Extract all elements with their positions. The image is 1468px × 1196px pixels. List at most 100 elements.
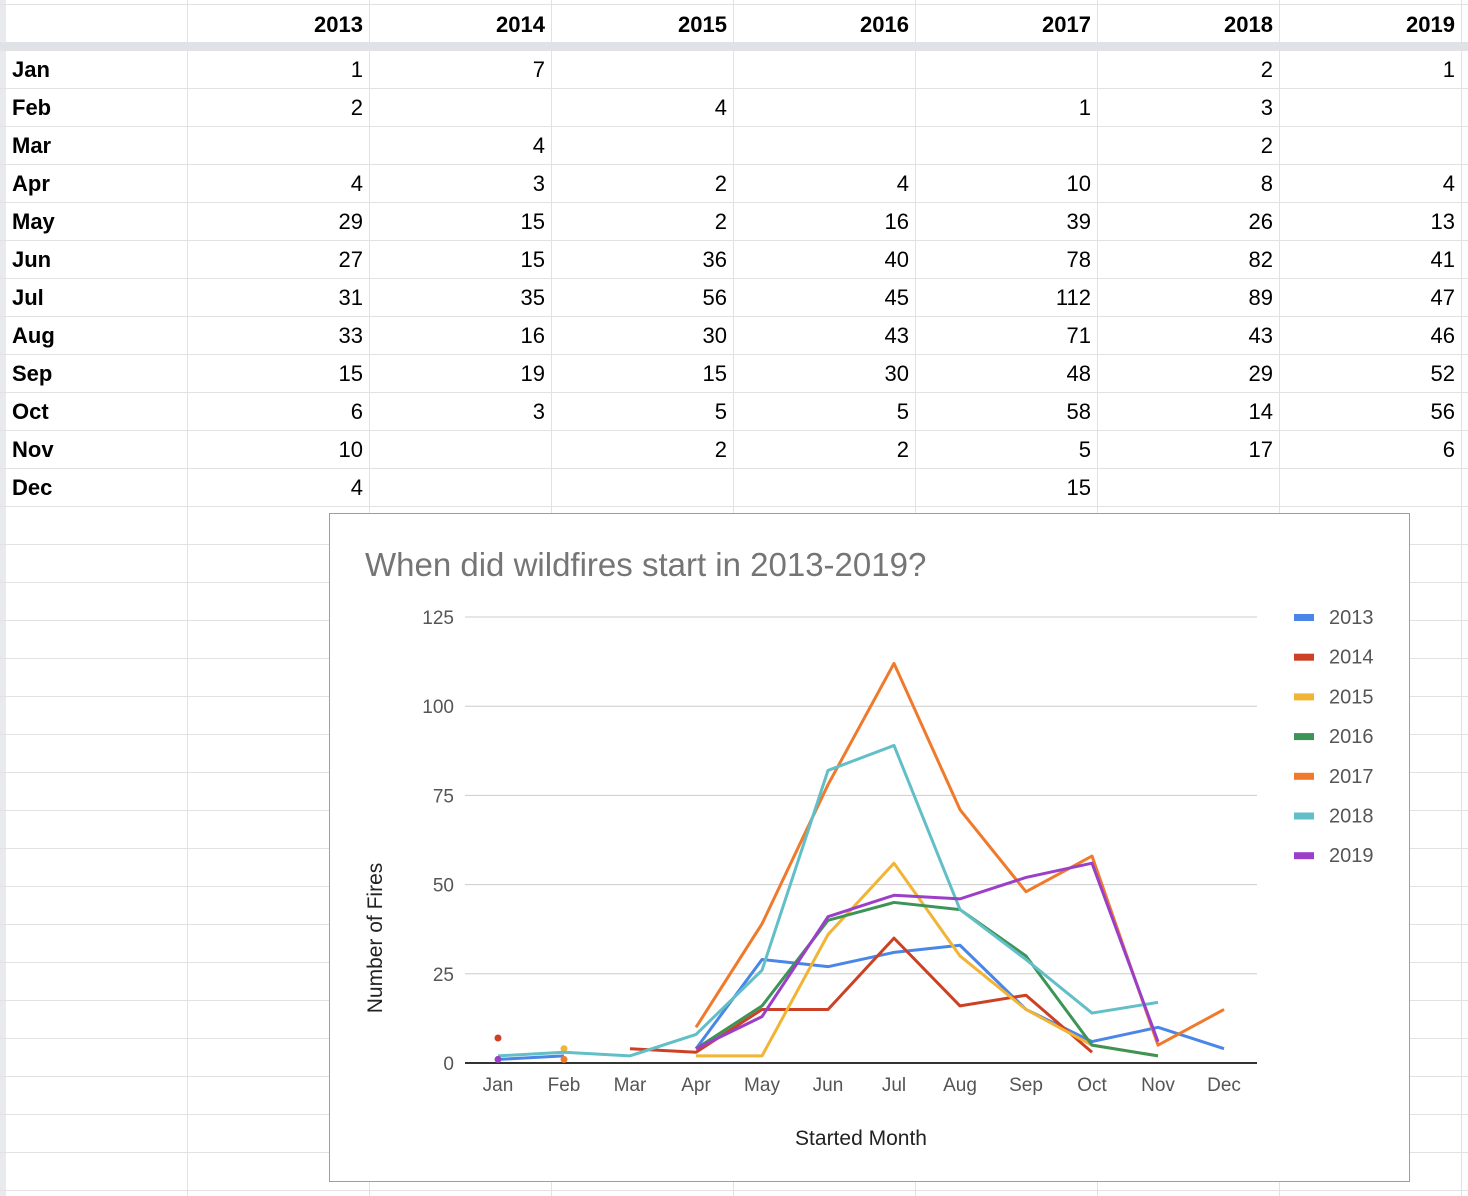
table-cell[interactable]: 2 xyxy=(1260,133,1273,158)
table-cell[interactable]: 8 xyxy=(1260,171,1273,196)
legend-item[interactable]: 2018 xyxy=(1294,806,1374,828)
table-cell[interactable] xyxy=(1279,89,1461,127)
table-cell[interactable]: 13 xyxy=(1430,209,1455,234)
month-label-cell[interactable]: Jan xyxy=(12,57,50,82)
table-cell[interactable] xyxy=(369,469,551,507)
month-label-cell[interactable]: Oct xyxy=(12,399,49,424)
table-cell[interactable]: 6 xyxy=(1442,437,1455,462)
table-cell[interactable]: 15 xyxy=(520,209,545,234)
series-2016[interactable] xyxy=(695,900,1159,1058)
table-cell[interactable]: 15 xyxy=(702,361,727,386)
table-cell[interactable]: 27 xyxy=(338,247,363,272)
table-cell[interactable] xyxy=(369,89,551,127)
month-label-cell[interactable]: Apr xyxy=(12,171,50,196)
legend-item[interactable]: 2019 xyxy=(1294,845,1374,867)
table-cell[interactable]: 5 xyxy=(1078,437,1091,462)
table-cell[interactable]: 36 xyxy=(702,247,727,272)
table-cell[interactable]: 29 xyxy=(338,209,363,234)
table-cell[interactable]: 30 xyxy=(702,323,727,348)
table-cell[interactable]: 43 xyxy=(1248,323,1273,348)
series-2013[interactable] xyxy=(497,943,1225,1061)
table-cell[interactable]: 112 xyxy=(1055,285,1091,310)
table-cell[interactable]: 2 xyxy=(714,437,727,462)
table-cell[interactable] xyxy=(733,127,915,165)
table-cell[interactable]: 15 xyxy=(520,247,545,272)
year-header-cell[interactable]: 2017 xyxy=(1042,12,1091,37)
table-cell[interactable]: 15 xyxy=(338,361,363,386)
table-cell[interactable]: 26 xyxy=(1248,209,1273,234)
table-cell[interactable]: 48 xyxy=(1066,361,1091,386)
table-cell[interactable] xyxy=(915,127,1097,165)
table-cell[interactable]: 10 xyxy=(1066,171,1091,196)
table-cell[interactable] xyxy=(733,51,915,89)
legend-item[interactable]: 2017 xyxy=(1294,766,1374,788)
table-cell[interactable]: 4 xyxy=(896,171,909,196)
table-cell[interactable]: 14 xyxy=(1248,399,1273,424)
table-cell[interactable]: 30 xyxy=(884,361,909,386)
table-cell[interactable] xyxy=(551,469,733,507)
table-cell[interactable]: 2 xyxy=(896,437,909,462)
table-cell[interactable]: 45 xyxy=(884,285,909,310)
month-label-cell[interactable]: Nov xyxy=(12,437,54,462)
chart-card[interactable]: When did wildfires start in 2013-2019? 0… xyxy=(329,513,1410,1182)
month-label-cell[interactable]: Jun xyxy=(12,247,52,272)
table-cell[interactable]: 4 xyxy=(1442,171,1455,196)
series-2015[interactable] xyxy=(560,861,1159,1058)
series-2014[interactable] xyxy=(494,936,1093,1054)
month-label-cell[interactable]: Dec xyxy=(12,475,53,500)
table-cell[interactable]: 39 xyxy=(1066,209,1091,234)
table-cell[interactable]: 4 xyxy=(714,95,727,120)
table-cell[interactable]: 5 xyxy=(896,399,909,424)
table-cell[interactable]: 2 xyxy=(714,171,727,196)
table-cell[interactable]: 58 xyxy=(1066,399,1091,424)
table-cell[interactable]: 15 xyxy=(1066,475,1091,500)
table-cell[interactable]: 56 xyxy=(702,285,727,310)
table-cell[interactable] xyxy=(915,51,1097,89)
table-cell[interactable]: 35 xyxy=(520,285,545,310)
table-cell[interactable] xyxy=(551,51,733,89)
table-cell[interactable]: 17 xyxy=(1248,437,1273,462)
year-header-cell[interactable]: 2015 xyxy=(678,12,727,37)
table-cell[interactable]: 2 xyxy=(714,209,727,234)
table-cell[interactable]: 7 xyxy=(532,57,545,82)
series-2018[interactable] xyxy=(497,743,1159,1058)
table-cell[interactable] xyxy=(733,469,915,507)
table-cell[interactable]: 10 xyxy=(338,437,363,462)
table-cell[interactable]: 33 xyxy=(338,323,363,348)
legend-item[interactable]: 2014 xyxy=(1294,647,1374,669)
table-cell[interactable]: 2 xyxy=(350,95,363,120)
table-cell[interactable]: 3 xyxy=(1260,95,1273,120)
table-cell[interactable]: 82 xyxy=(1248,247,1273,272)
year-header-cell[interactable]: 2018 xyxy=(1224,12,1273,37)
table-cell[interactable]: 3 xyxy=(532,171,545,196)
table-cell[interactable]: 2 xyxy=(1260,57,1273,82)
table-cell[interactable]: 16 xyxy=(520,323,545,348)
table-cell[interactable] xyxy=(1279,127,1461,165)
table-cell[interactable]: 1 xyxy=(350,57,363,82)
table-cell[interactable]: 43 xyxy=(884,323,909,348)
month-label-cell[interactable]: May xyxy=(12,209,55,234)
table-cell[interactable]: 4 xyxy=(350,475,363,500)
legend-item[interactable]: 2015 xyxy=(1294,686,1374,708)
month-label-cell[interactable]: Feb xyxy=(12,95,52,120)
table-cell[interactable]: 6 xyxy=(350,399,363,424)
month-label-cell[interactable]: Mar xyxy=(12,133,52,158)
table-cell[interactable] xyxy=(733,89,915,127)
table-cell[interactable] xyxy=(369,431,551,469)
year-header-cell[interactable]: 2014 xyxy=(496,12,545,37)
table-cell[interactable]: 89 xyxy=(1248,285,1273,310)
month-label-cell[interactable]: Aug xyxy=(12,323,55,348)
table-cell[interactable]: 78 xyxy=(1066,247,1091,272)
table-cell[interactable]: 47 xyxy=(1430,285,1455,310)
table-cell[interactable]: 41 xyxy=(1430,247,1455,272)
year-header-cell[interactable]: 2013 xyxy=(314,12,363,37)
table-cell[interactable]: 40 xyxy=(884,247,909,272)
table-cell[interactable]: 56 xyxy=(1430,399,1455,424)
table-cell[interactable] xyxy=(551,127,733,165)
table-cell[interactable]: 1 xyxy=(1442,57,1455,82)
table-cell[interactable]: 19 xyxy=(520,361,545,386)
table-cell[interactable] xyxy=(1097,469,1279,507)
table-cell[interactable]: 71 xyxy=(1066,323,1091,348)
table-cell[interactable] xyxy=(187,127,369,165)
table-cell[interactable]: 4 xyxy=(532,133,545,158)
